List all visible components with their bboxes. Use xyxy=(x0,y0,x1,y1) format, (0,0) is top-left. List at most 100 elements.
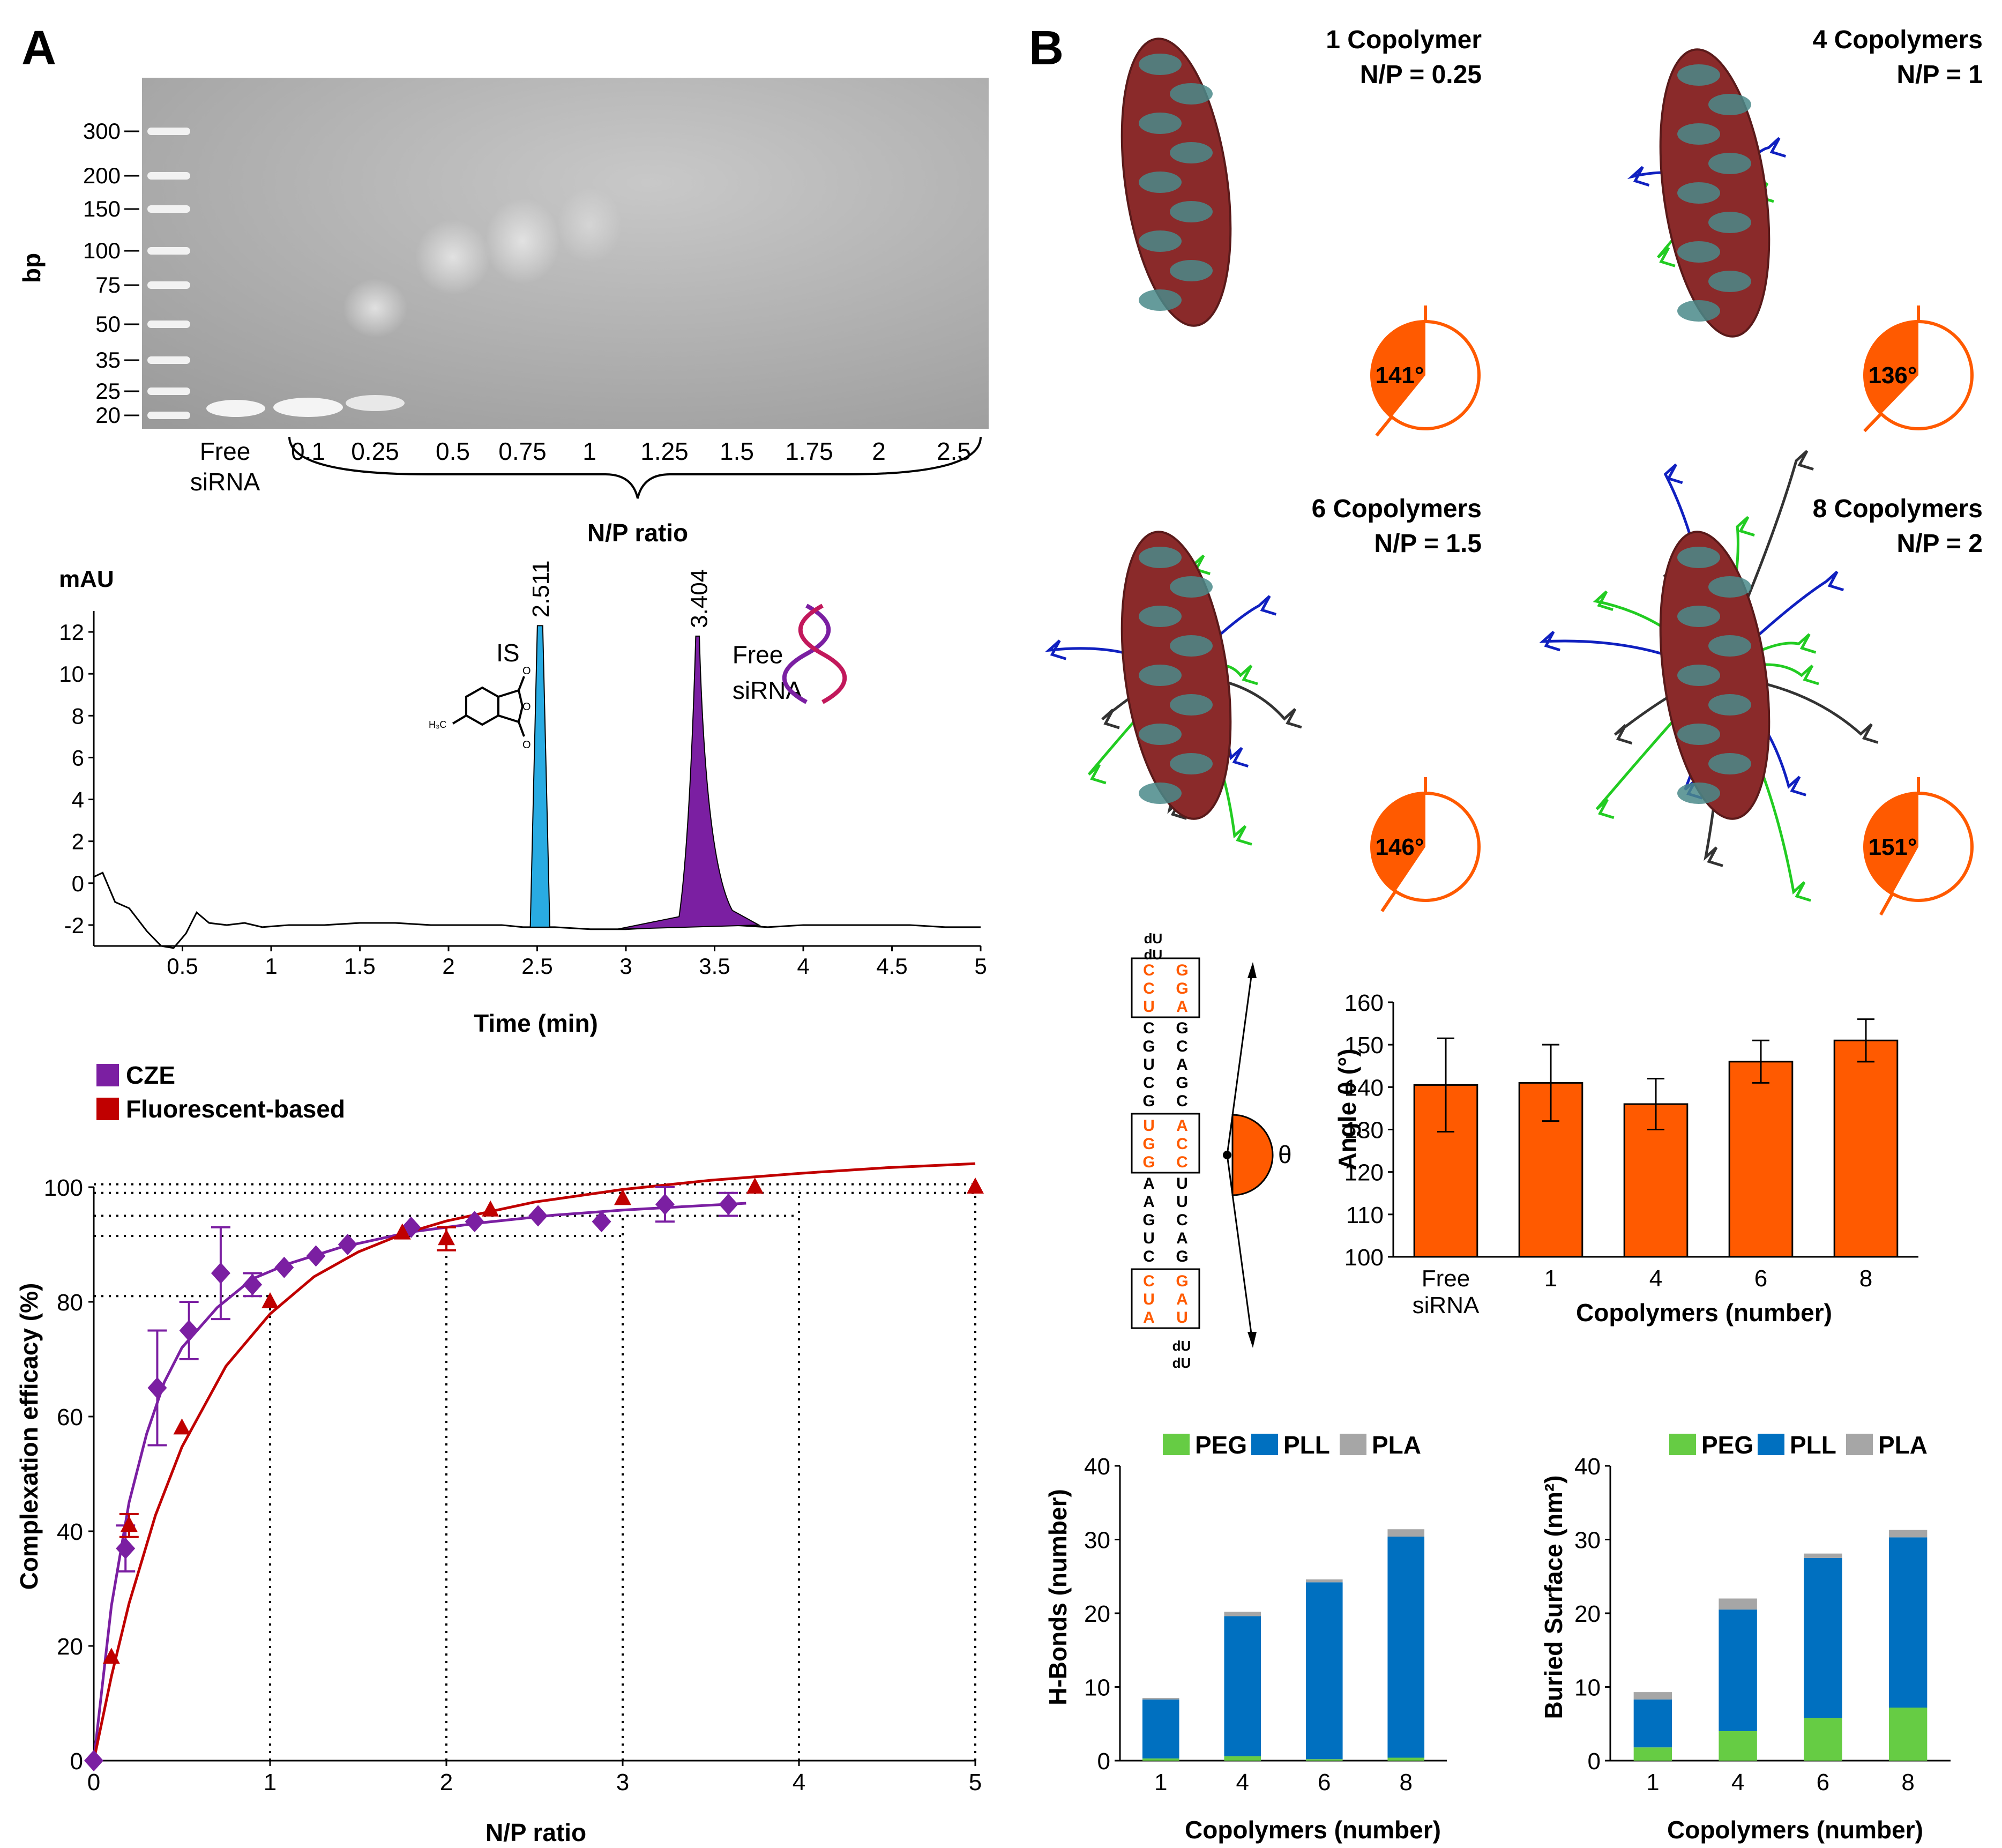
sirna-surface-patch xyxy=(1677,123,1720,145)
sirna-surface-patch xyxy=(1677,300,1720,322)
electro-xtick-label: 1 xyxy=(265,953,277,979)
sirna-surface-patch xyxy=(1170,201,1213,222)
ladder-band xyxy=(147,356,190,364)
base-left: G xyxy=(1142,1092,1155,1110)
panel-label-a: A xyxy=(21,21,56,75)
legend-label-pla: PLA xyxy=(1878,1431,1928,1459)
angle-theta-arc xyxy=(1231,1114,1274,1196)
stacked-bar-pla xyxy=(1719,1598,1757,1610)
compl-xlabel: N/P ratio xyxy=(485,1819,586,1846)
base-left: G xyxy=(1142,1038,1155,1055)
is-molecule-o3: O xyxy=(522,701,531,713)
stacked-bar-pll xyxy=(1804,1558,1842,1718)
angle-value: 141° xyxy=(1375,362,1424,389)
sirna-surface-patch xyxy=(1677,182,1720,204)
legend-swatch-pll xyxy=(1758,1434,1784,1455)
angle-pie-sector xyxy=(1372,793,1425,891)
highlight-box xyxy=(1131,1113,1200,1174)
fluor-point xyxy=(120,1516,138,1532)
angle-ylabel: Angle θ (°) xyxy=(1333,1048,1361,1170)
sirna-surface-patch xyxy=(1139,113,1182,134)
base-left: G xyxy=(1142,1153,1155,1171)
sirna-surface-patch xyxy=(1170,753,1213,774)
base-right: A xyxy=(1176,1229,1188,1247)
ladder-label: 300 xyxy=(83,118,121,144)
lane-label: 1.75 xyxy=(785,437,833,465)
stacked-bar-pla xyxy=(1804,1553,1842,1558)
sirna-surface-patch xyxy=(1139,724,1182,745)
angle-category-label: 8 xyxy=(1859,1265,1872,1292)
electro-xtick-label: 2.5 xyxy=(521,953,552,979)
angle-category-label: Free xyxy=(1422,1265,1470,1292)
cze-point xyxy=(84,1750,103,1771)
legend-swatch-pll xyxy=(1251,1434,1278,1455)
is-peak-label: IS xyxy=(496,639,519,667)
legend-label-cze: CZE xyxy=(126,1061,175,1089)
angle-pie-sector xyxy=(1865,322,1918,414)
fluor-point xyxy=(173,1418,191,1435)
lane-label: Free xyxy=(200,437,251,465)
fluor-point xyxy=(393,1223,411,1240)
cze-point xyxy=(179,1320,199,1342)
stacked-category-label: 8 xyxy=(1901,1769,1914,1795)
angle-xlabel: Copolymers (number) xyxy=(1576,1299,1832,1327)
lane-label: siRNA xyxy=(190,468,260,496)
stacked-bar-peg xyxy=(1305,1759,1343,1761)
cze-point xyxy=(243,1273,263,1295)
base-left: U xyxy=(1143,1056,1155,1074)
stacked-ytick-label: 20 xyxy=(1574,1601,1601,1627)
ladder-label: 100 xyxy=(83,238,121,263)
stacked-bar-peg xyxy=(1633,1747,1672,1761)
base-right: A xyxy=(1176,1291,1188,1308)
gel-image xyxy=(142,78,989,429)
stacked-category-label: 4 xyxy=(1731,1769,1744,1795)
stacked-bar-peg xyxy=(1142,1758,1179,1761)
structure-np: N/P = 1 xyxy=(1896,61,1983,89)
cze-point xyxy=(211,1262,230,1284)
base-right: G xyxy=(1176,1019,1188,1037)
legend-label-peg: PEG xyxy=(1701,1431,1753,1459)
compl-xtick-label: 4 xyxy=(793,1769,805,1795)
compl-xtick-label: 1 xyxy=(264,1769,277,1795)
stacked-category-label: 1 xyxy=(1154,1769,1167,1795)
base-left: C xyxy=(1143,962,1155,979)
cze-point xyxy=(147,1377,167,1399)
gel-smear xyxy=(415,220,490,295)
angle-ytick-label: 160 xyxy=(1344,990,1384,1016)
ladder-label: 200 xyxy=(83,163,121,188)
lane-label: 0.75 xyxy=(498,437,547,465)
sirna-peak-label: Free xyxy=(733,641,783,669)
sirna-surface-patch xyxy=(1708,694,1751,716)
sirna-surface-patch xyxy=(1139,172,1182,193)
highlight-box xyxy=(1131,1268,1200,1329)
sirna-surface-patch xyxy=(1170,260,1213,281)
stacked-bar-peg xyxy=(1888,1708,1928,1761)
stacked-category-label: 4 xyxy=(1236,1769,1249,1795)
legend-label-pll: PLL xyxy=(1790,1431,1836,1459)
fluor-point xyxy=(967,1178,984,1194)
angle-pie-tick xyxy=(1380,890,1397,912)
stacked-bar-pla xyxy=(1142,1698,1179,1700)
sirna-surface-patch xyxy=(1708,212,1751,233)
angle-ytick-label: 100 xyxy=(1344,1245,1384,1271)
legend-swatch-peg xyxy=(1163,1434,1190,1455)
base-left: C xyxy=(1143,1074,1155,1092)
ladder-band xyxy=(147,388,190,395)
compl-xtick-label: 0 xyxy=(87,1769,100,1795)
sirna-surface-patch xyxy=(1677,241,1720,263)
sirna-surface-patch xyxy=(1170,83,1213,105)
sirna-surface-patch xyxy=(1708,576,1751,598)
base-right: G xyxy=(1176,980,1188,997)
structure-np: N/P = 0.25 xyxy=(1360,61,1482,89)
buried-xlabel: Copolymers (number) xyxy=(1667,1816,1923,1844)
electro-trace xyxy=(93,871,981,949)
electro-xtick-label: 0.5 xyxy=(167,953,198,979)
stacked-bar-pla xyxy=(1387,1529,1425,1537)
sirna-surface-patch xyxy=(1677,547,1720,568)
angle-bar xyxy=(1728,1061,1794,1258)
stacked-ytick-label: 10 xyxy=(1084,1675,1110,1701)
sirna-surface-patch xyxy=(1139,230,1182,252)
electro-xtick-label: 3.5 xyxy=(699,953,730,979)
cze-point xyxy=(274,1256,294,1278)
